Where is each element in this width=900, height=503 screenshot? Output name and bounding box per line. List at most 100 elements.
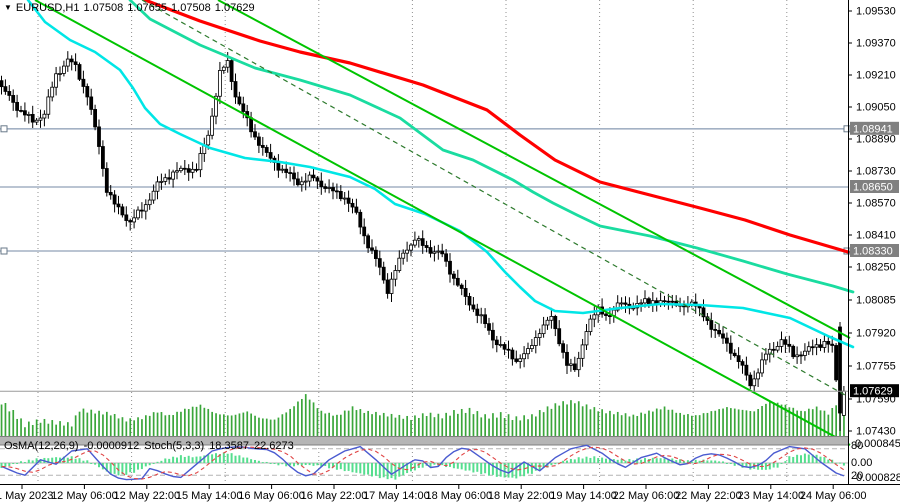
volume-bar	[301, 398, 303, 436]
volume-bar	[811, 409, 814, 436]
osma-bar	[628, 458, 631, 463]
candle-body	[249, 117, 254, 133]
axis-label: 0.00	[851, 457, 872, 469]
candle-body	[498, 344, 503, 346]
volume-bar	[437, 413, 440, 436]
symbol-dropdown-arrow[interactable]: ▼	[4, 3, 12, 12]
symbol-name: EURUSD,H1	[15, 2, 80, 14]
trendline-handle[interactable]	[0, 125, 8, 133]
osma-bar	[129, 463, 132, 473]
candle-body	[139, 209, 144, 212]
volume-bar	[433, 417, 436, 436]
axis-label: 1.07430	[856, 426, 896, 438]
candle-body	[151, 190, 156, 201]
candle-body	[409, 244, 413, 251]
osma-bar	[523, 463, 526, 477]
osma-bar	[515, 463, 518, 479]
volume-bar	[67, 422, 69, 436]
osma-bar	[788, 456, 791, 463]
volume-bar	[281, 414, 284, 436]
ma-mid-springgreen	[128, 0, 855, 294]
volume-bar	[827, 414, 830, 436]
volume-bar	[265, 418, 268, 436]
osma-bar	[842, 463, 845, 466]
trend-channel-lines[interactable]	[34, 0, 851, 446]
candle-body	[604, 313, 608, 316]
osma-bar	[273, 463, 276, 464]
channel-lower[interactable]	[34, 0, 851, 446]
candle-body	[494, 339, 499, 346]
candle-body	[112, 194, 117, 205]
volume-bar	[355, 410, 358, 436]
volume-bar	[691, 415, 693, 436]
time-label: 15 May 14:00	[176, 490, 243, 502]
osma-bar	[300, 463, 303, 466]
osma-bar	[733, 463, 736, 466]
volume-bar	[605, 413, 607, 436]
volume-bar	[441, 418, 444, 436]
osma-bar	[534, 463, 537, 471]
volume-bar	[269, 419, 272, 436]
volume-bar	[745, 410, 748, 436]
trendline-handle[interactable]	[0, 247, 8, 255]
volume-bar	[476, 411, 479, 436]
candle-body	[85, 86, 90, 98]
candle-body	[194, 168, 199, 171]
osma-bar	[675, 460, 678, 463]
volume-bar	[285, 412, 288, 436]
osma-bar	[480, 463, 483, 475]
volume-bar	[379, 415, 381, 436]
volume-bar	[488, 418, 490, 436]
volume-bar	[94, 413, 96, 436]
volume-bar	[620, 415, 623, 436]
candle-body	[225, 60, 230, 68]
volume-bar	[663, 406, 666, 436]
volume-bar	[687, 414, 689, 436]
osma-bar	[562, 460, 565, 463]
osma-bar	[550, 463, 553, 466]
volume-bar	[574, 403, 576, 436]
osma-bar	[690, 461, 693, 463]
candle-body	[639, 302, 643, 305]
pane-divider-grip[interactable]	[0, 437, 848, 445]
candle-body	[713, 328, 718, 331]
volume-bar	[425, 416, 428, 436]
trendline-handle[interactable]	[843, 125, 851, 133]
candle-body	[779, 339, 784, 347]
candle-body	[73, 61, 78, 65]
volume-bar	[63, 425, 65, 436]
osma-bar	[546, 463, 549, 468]
volume-bar	[332, 415, 334, 436]
osma-value: -0.0000912	[83, 440, 140, 452]
volume-bar	[35, 419, 38, 436]
volume-bar	[761, 406, 763, 436]
candle-body	[451, 273, 456, 279]
candle-body	[354, 206, 359, 213]
candle-body	[315, 177, 320, 182]
candle-body	[327, 187, 332, 189]
osma-bar	[113, 463, 116, 474]
candle-body	[814, 344, 819, 348]
candle-body	[537, 333, 542, 338]
candle-body	[0, 80, 4, 88]
candle-body	[643, 298, 647, 304]
osma-bar	[433, 463, 436, 465]
candle-body	[147, 199, 152, 206]
channel-upper[interactable]	[217, 0, 851, 339]
price-axis[interactable]: 1.09530 1.09370 1.09210 1.09050 1.08890 1.087…	[848, 6, 900, 485]
candle-body	[576, 357, 581, 371]
osma-bar	[351, 463, 354, 473]
osma-bar	[179, 455, 182, 463]
osma-bar	[745, 463, 748, 468]
volume-bar	[98, 410, 100, 436]
osma-bar	[16, 463, 19, 464]
candle-body	[569, 363, 573, 366]
candle-body	[233, 81, 238, 98]
osma-bar	[281, 463, 284, 465]
volume-bar	[562, 401, 564, 436]
pane-divider[interactable]	[0, 436, 848, 446]
candle-body	[253, 131, 257, 138]
volume-bar	[577, 401, 580, 436]
